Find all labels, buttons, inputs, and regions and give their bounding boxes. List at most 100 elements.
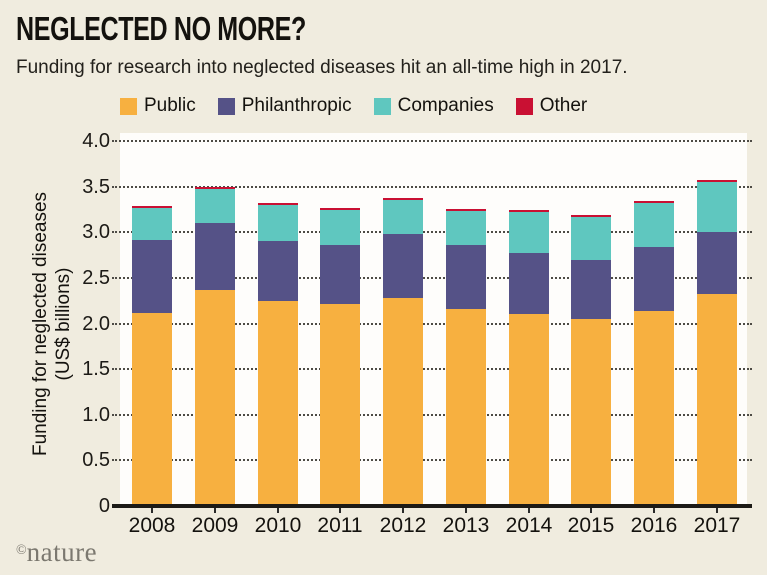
x-tick bbox=[590, 508, 592, 513]
x-tick bbox=[214, 508, 216, 513]
y-tick-label: 0 bbox=[98, 495, 110, 517]
bar-segment-other-2017 bbox=[697, 180, 737, 182]
x-tick bbox=[402, 508, 404, 513]
x-axis-line bbox=[112, 504, 752, 508]
legend-swatch-public bbox=[120, 97, 137, 115]
legend-item-public: Public bbox=[120, 95, 196, 117]
bar-2014 bbox=[509, 210, 549, 506]
bar-segment-public-2010 bbox=[258, 301, 298, 506]
bar-segment-companies-2013 bbox=[446, 211, 486, 245]
bar-segment-other-2012 bbox=[383, 198, 423, 200]
x-tick bbox=[277, 508, 279, 513]
bar-segment-other-2009 bbox=[195, 187, 235, 189]
bar-segment-public-2013 bbox=[446, 308, 486, 506]
bar-segment-companies-2010 bbox=[258, 205, 298, 241]
chart-legend: Public Philanthropic Companies Other bbox=[120, 95, 587, 117]
gridline-2.0 bbox=[112, 322, 752, 325]
gridline-3.0 bbox=[112, 231, 752, 234]
bar-segment-public-2015 bbox=[571, 319, 611, 506]
y-tick-label: 4.0 bbox=[82, 130, 110, 152]
x-tick bbox=[653, 508, 655, 513]
bar-segment-public-2014 bbox=[509, 314, 549, 506]
x-tick bbox=[465, 508, 467, 513]
y-axis-title: Funding for neglected diseases (US$ bill… bbox=[29, 154, 75, 494]
gridline-2.5 bbox=[112, 276, 752, 279]
bar-segment-philanthropic-2017 bbox=[697, 232, 737, 294]
bar-segment-other-2011 bbox=[320, 208, 360, 210]
x-tick bbox=[528, 508, 530, 513]
page-title: NEGLECTED NO MORE? bbox=[16, 10, 306, 47]
bar-segment-philanthropic-2008 bbox=[132, 240, 172, 313]
bar-2015 bbox=[571, 215, 611, 506]
gridline-3.5 bbox=[112, 185, 752, 188]
bar-2016 bbox=[634, 201, 674, 506]
bar-segment-public-2012 bbox=[383, 297, 423, 507]
bar-2010 bbox=[258, 203, 298, 506]
legend-label: Philanthropic bbox=[241, 95, 352, 116]
gridline-1.5 bbox=[112, 368, 752, 371]
x-tick-label-2009: 2009 bbox=[191, 514, 239, 537]
x-tick-label-2012: 2012 bbox=[379, 514, 427, 537]
bar-segment-companies-2009 bbox=[195, 189, 235, 223]
bar-segment-other-2016 bbox=[634, 201, 674, 203]
y-tick-label: 0.5 bbox=[82, 449, 110, 472]
x-tick-label-2010: 2010 bbox=[254, 514, 302, 537]
bar-segment-other-2014 bbox=[509, 210, 549, 212]
bar-segment-public-2011 bbox=[320, 303, 360, 507]
bar-segment-public-2017 bbox=[697, 294, 737, 506]
x-tick bbox=[339, 508, 341, 513]
bar-segment-philanthropic-2014 bbox=[509, 253, 549, 314]
bar-2012 bbox=[383, 198, 423, 507]
legend-item-other: Other bbox=[515, 95, 587, 117]
x-tick bbox=[716, 508, 718, 513]
chart-subtitle: Funding for research into neglected dise… bbox=[16, 57, 628, 78]
bar-segment-companies-2012 bbox=[383, 200, 423, 234]
bar-segment-philanthropic-2011 bbox=[320, 244, 360, 304]
bar-segment-philanthropic-2010 bbox=[258, 241, 298, 301]
y-tick-label: 1.0 bbox=[82, 403, 110, 426]
nature-wordmark: nature bbox=[26, 537, 98, 567]
copyright-symbol: © bbox=[16, 543, 27, 558]
bar-2009 bbox=[195, 187, 235, 507]
bar-segment-public-2016 bbox=[634, 311, 674, 506]
x-tick bbox=[151, 508, 153, 513]
bar-2008 bbox=[132, 206, 172, 506]
y-axis-title-line1: Funding for neglected diseases bbox=[30, 191, 51, 457]
gridline-0.5 bbox=[112, 459, 752, 462]
x-tick-label-2011: 2011 bbox=[317, 514, 363, 537]
bar-segment-other-2015 bbox=[571, 215, 611, 217]
x-tick-label-2013: 2013 bbox=[442, 514, 490, 537]
x-tick-label-2008: 2008 bbox=[128, 514, 176, 537]
bar-segment-philanthropic-2016 bbox=[634, 247, 674, 311]
legend-item-philanthropic: Philanthropic bbox=[217, 95, 352, 117]
bar-segment-other-2008 bbox=[132, 206, 172, 208]
bar-segment-companies-2011 bbox=[320, 210, 360, 245]
legend-swatch-other bbox=[515, 97, 533, 115]
nature-logo: ©nature bbox=[16, 537, 97, 568]
legend-item-companies: Companies bbox=[373, 95, 494, 117]
x-tick-label-2017: 2017 bbox=[693, 514, 741, 537]
x-tick-label-2016: 2016 bbox=[630, 514, 678, 537]
gridline-1.0 bbox=[112, 413, 752, 416]
legend-swatch-companies bbox=[373, 97, 391, 115]
bar-segment-companies-2008 bbox=[132, 208, 172, 240]
bar-segment-public-2009 bbox=[195, 289, 235, 507]
y-tick-label: 1.5 bbox=[82, 358, 110, 381]
bar-segment-companies-2015 bbox=[571, 217, 611, 260]
bar-2017 bbox=[697, 180, 737, 506]
bar-segment-public-2008 bbox=[132, 313, 172, 506]
bar-segment-philanthropic-2015 bbox=[571, 260, 611, 319]
legend-label: Companies bbox=[397, 95, 494, 116]
y-tick-label: 2.0 bbox=[82, 312, 110, 335]
legend-label: Public bbox=[144, 95, 196, 116]
y-tick-label: 2.5 bbox=[82, 266, 110, 289]
legend-swatch-philanthropic bbox=[217, 97, 235, 115]
bar-segment-philanthropic-2012 bbox=[383, 233, 423, 298]
bar-2013 bbox=[446, 209, 486, 506]
bar-segment-philanthropic-2013 bbox=[446, 244, 486, 309]
x-tick-label-2015: 2015 bbox=[567, 514, 615, 537]
y-tick-label: 3.0 bbox=[82, 221, 110, 244]
y-tick-label: 3.5 bbox=[82, 175, 110, 198]
bar-segment-companies-2014 bbox=[509, 212, 549, 253]
bar-segment-other-2013 bbox=[446, 209, 486, 211]
